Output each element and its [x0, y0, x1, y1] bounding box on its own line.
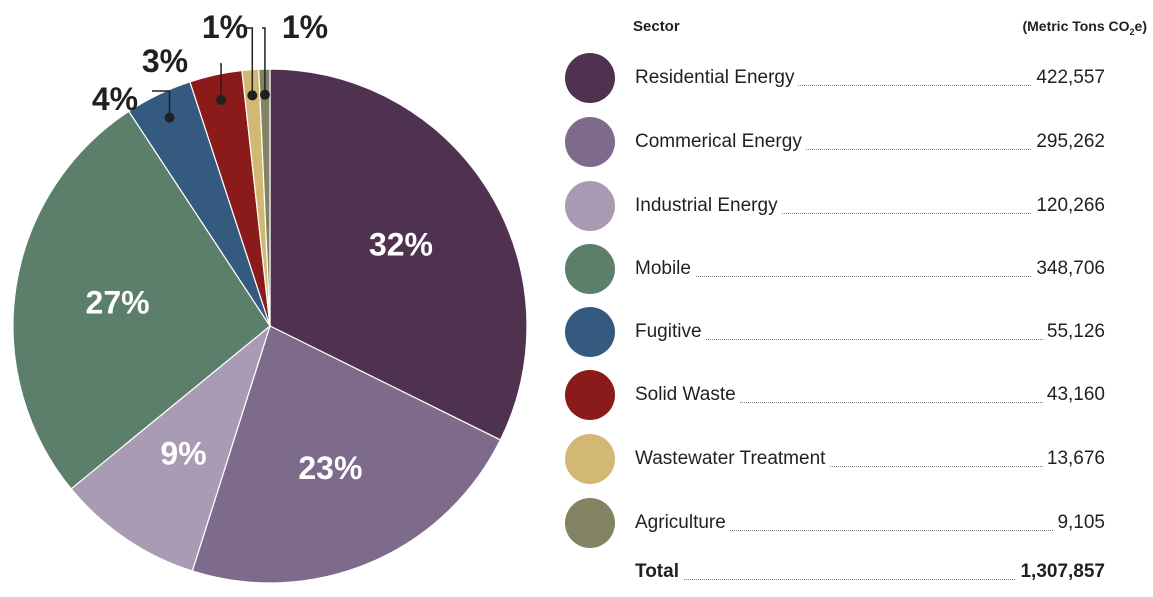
row-value: 55,126	[1042, 321, 1105, 343]
leader-line	[152, 90, 171, 118]
row-label: Fugitive	[635, 321, 706, 343]
legend-swatch-mobile	[565, 244, 615, 294]
table-row: Agriculture 9,105	[555, 498, 1153, 548]
pie-chart: 32% 23% 9% 27% 4%3% 1% 1%	[12, 9, 528, 584]
pie-slice-mobile	[12, 110, 271, 490]
leader-line	[262, 27, 266, 95]
leader-dot	[216, 94, 227, 105]
units-column-header: (Metric Tons CO2e)	[1022, 18, 1147, 37]
row-value: 422,557	[1032, 67, 1105, 89]
row-label: Wastewater Treatment	[635, 448, 830, 470]
row-label: Commerical Energy	[635, 131, 806, 153]
table-row: Mobile 348,706	[555, 244, 1153, 294]
slice-percent-label: 9%	[160, 436, 206, 472]
slice-percent-label: 32%	[369, 227, 433, 263]
legend-swatch-fugitive	[565, 307, 615, 357]
total-label: Total	[635, 561, 683, 583]
slice-percent-label: 27%	[86, 285, 150, 321]
leader-line	[244, 27, 254, 96]
table-row: Wastewater Treatment 13,676	[555, 434, 1153, 484]
sector-column-header: Sector	[633, 18, 680, 35]
dotted-leader	[635, 530, 1101, 531]
legend-swatch-industrial-energy	[565, 181, 615, 231]
dotted-leader	[635, 85, 1101, 86]
legend-swatch-solid-waste	[565, 370, 615, 420]
table-row: Industrial Energy 120,266	[555, 181, 1153, 231]
row-value: 13,676	[1042, 448, 1105, 470]
dotted-leader	[635, 276, 1101, 277]
legend-swatch-wastewater-treatment	[565, 434, 615, 484]
row-value: 43,160	[1042, 384, 1105, 406]
table-row: Fugitive 55,126	[555, 307, 1153, 357]
slice-percent-label: 23%	[298, 450, 362, 486]
leader-line	[220, 63, 222, 100]
dotted-leader	[635, 466, 1101, 467]
dotted-leader	[635, 213, 1101, 214]
row-value: 9,105	[1053, 512, 1105, 534]
leader-dot	[259, 89, 270, 100]
row-value: 348,706	[1032, 258, 1105, 280]
dotted-leader	[635, 339, 1101, 340]
dotted-leader	[635, 149, 1101, 150]
table-row: Residential Energy 422,557	[555, 53, 1153, 103]
total-value: 1,307,857	[1016, 561, 1105, 583]
row-label: Solid Waste	[635, 384, 740, 406]
row-value: 295,262	[1032, 131, 1105, 153]
pie-slice-commerical-energy	[191, 325, 502, 584]
row-label: Mobile	[635, 258, 695, 280]
row-value: 120,266	[1032, 195, 1105, 217]
row-label: Agriculture	[635, 512, 730, 534]
table-row: Commerical Energy 295,262	[555, 117, 1153, 167]
sector-table: Sector (Metric Tons CO2e) Residential En…	[555, 0, 1153, 587]
legend-swatch-agriculture	[565, 498, 615, 548]
leader-dot	[164, 112, 175, 123]
pie-slice-industrial-energy	[70, 324, 272, 572]
dotted-leader	[635, 579, 1101, 580]
row-label: Residential Energy	[635, 67, 799, 89]
table-row: Solid Waste 43,160	[555, 370, 1153, 420]
row-label: Industrial Energy	[635, 195, 782, 217]
slice-percent-label: 3%	[142, 43, 188, 79]
legend-swatch-residential-energy	[565, 53, 615, 103]
slice-percent-label: 1%	[282, 9, 328, 45]
pie-slice-residential-energy	[269, 68, 528, 441]
legend-swatch-commerical-energy	[565, 117, 615, 167]
table-row-total: Total 1,307,857	[555, 547, 1153, 597]
slice-percent-label: 1%	[202, 9, 248, 45]
slice-percent-label: 4%	[92, 81, 138, 117]
dotted-leader	[635, 402, 1101, 403]
leader-dot	[247, 90, 258, 101]
